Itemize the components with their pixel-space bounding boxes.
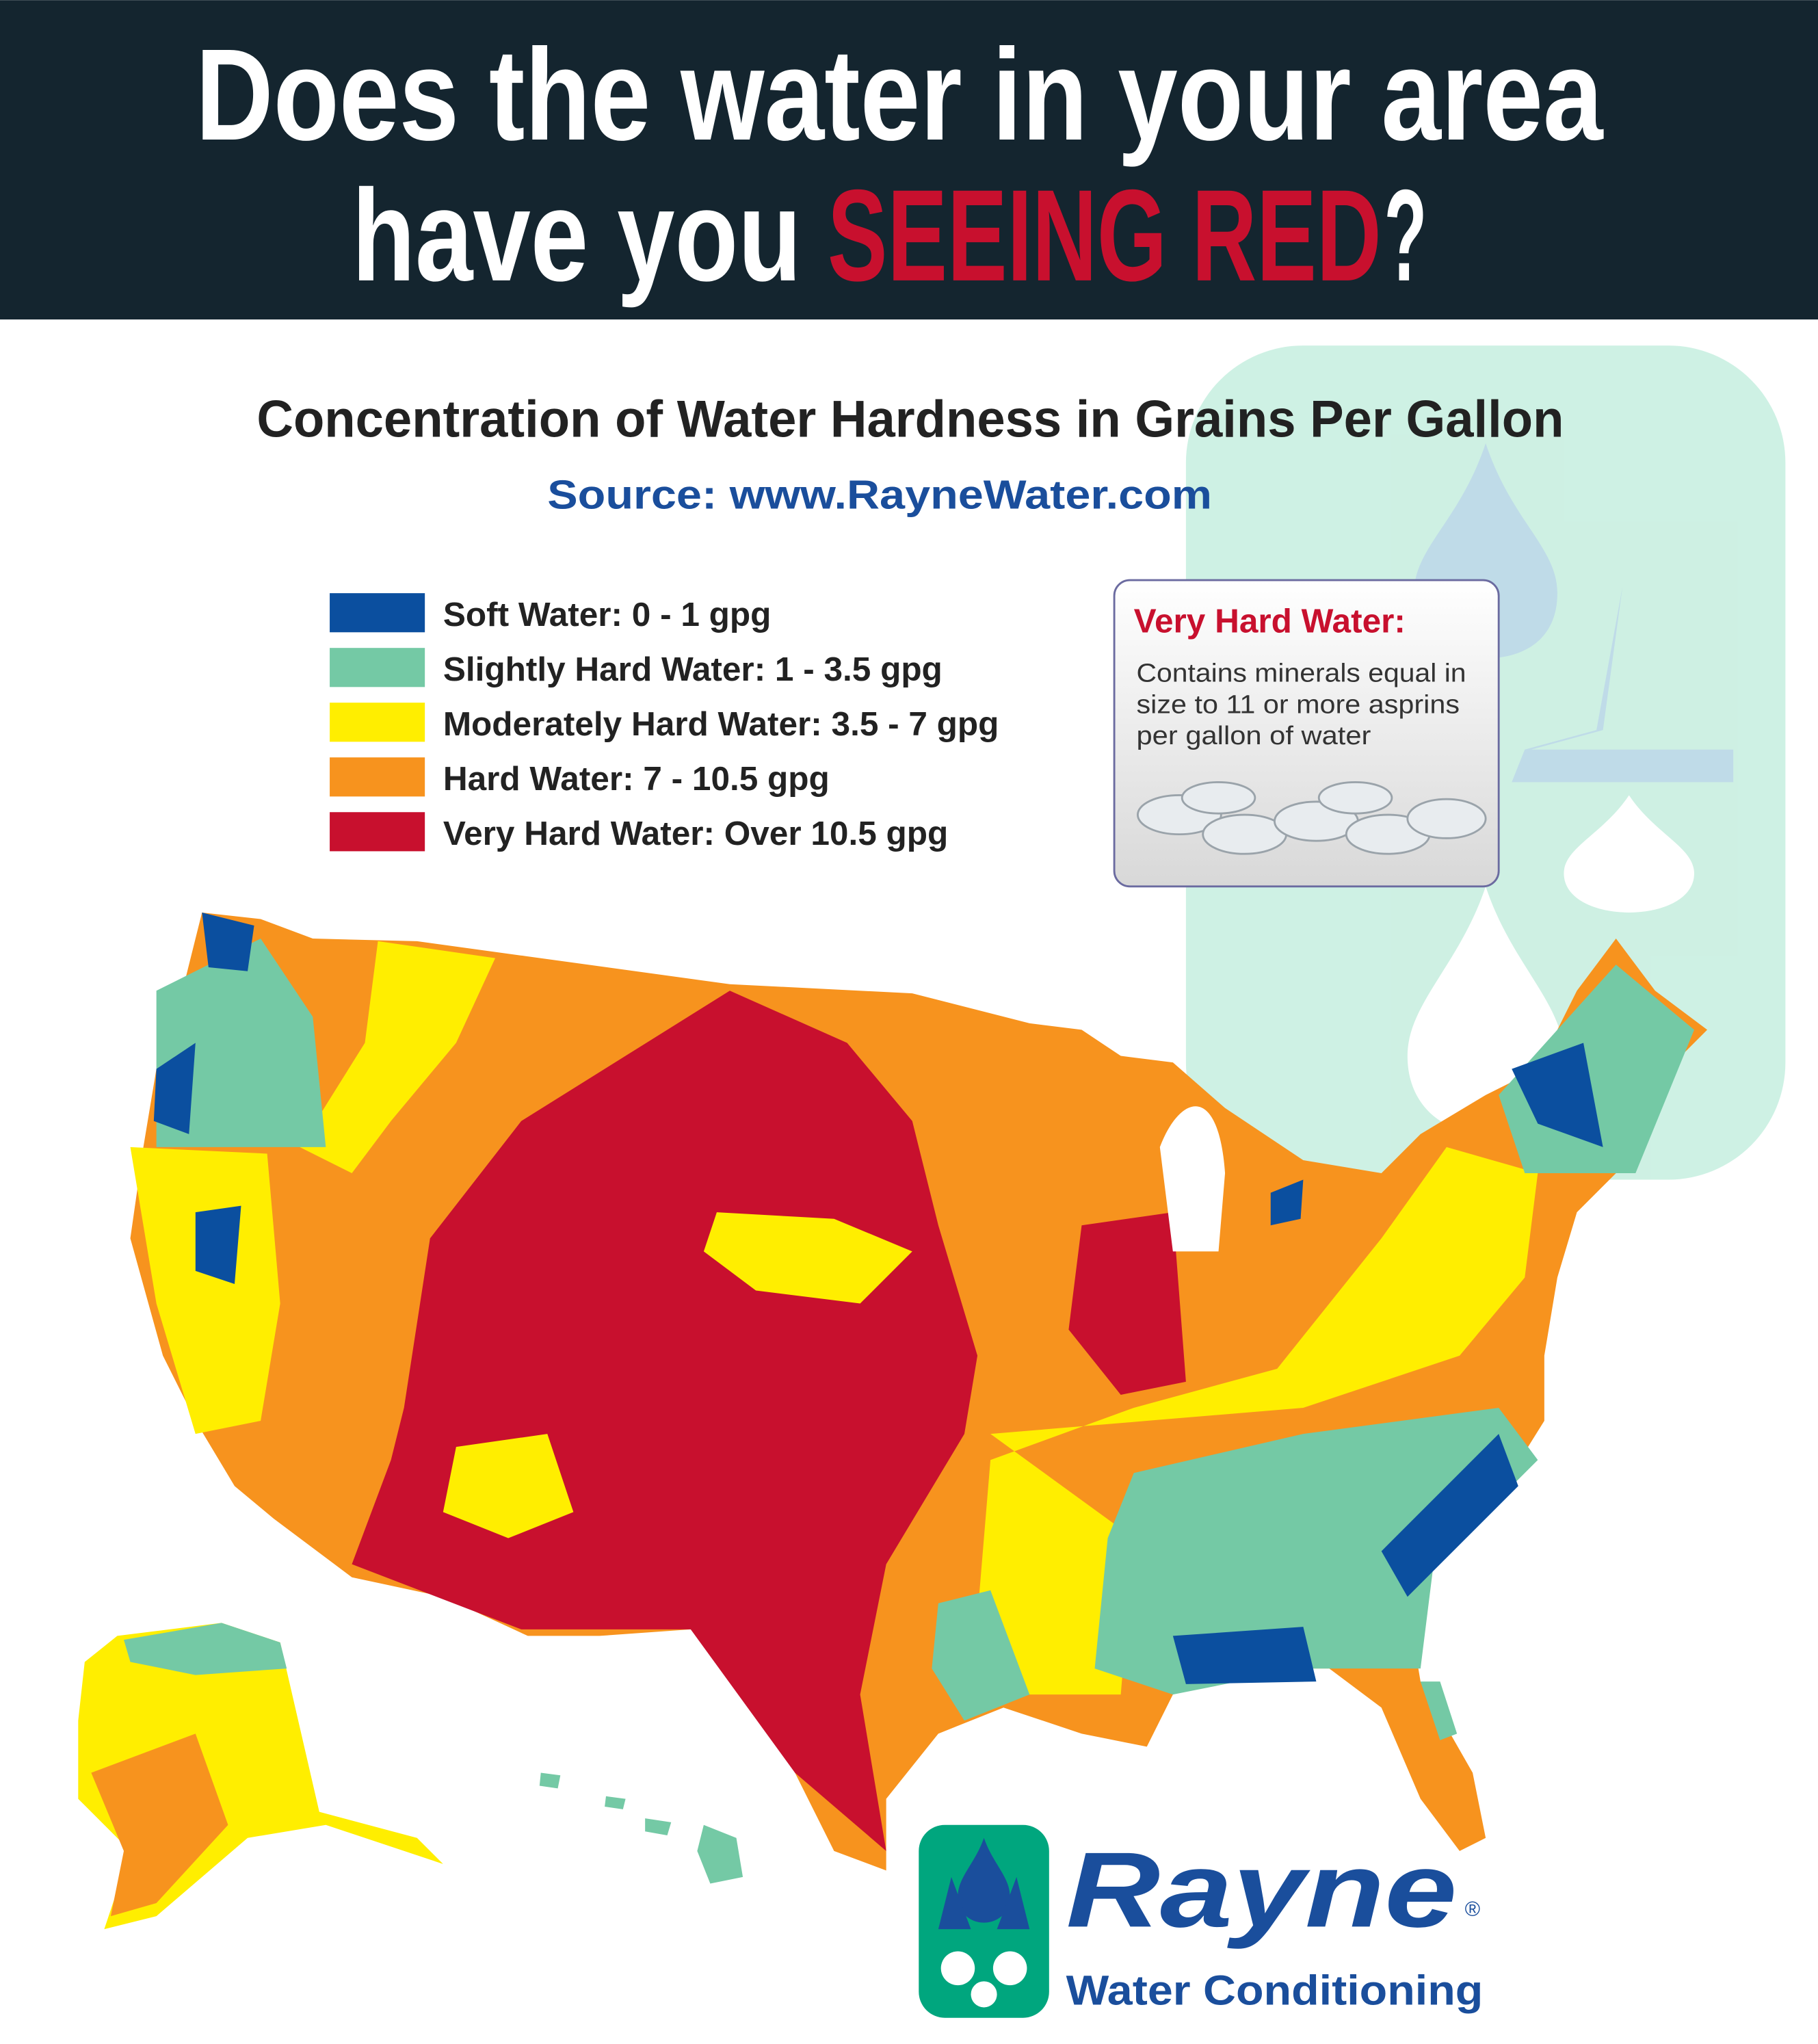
- hardness-region: [443, 1434, 574, 1538]
- legend-label: Slightly Hard Water: 1 - 3.5 gpg: [443, 651, 943, 688]
- us-map: [130, 912, 1708, 1871]
- callout-text: Contains minerals equal in: [1136, 659, 1466, 688]
- hardness-region: [1381, 1434, 1518, 1597]
- callout-title: Very Hard Water:: [1134, 602, 1406, 640]
- hardness-region: [703, 1212, 912, 1304]
- logo: Rayne ® Water Conditioning: [919, 1824, 1484, 2018]
- hardness-region: [300, 941, 496, 1174]
- hardness-region: [539, 1772, 561, 1789]
- pills: [1136, 781, 1487, 855]
- logo-mark: ®: [1465, 1898, 1480, 1921]
- subtitle: Concentration of Water Hardness in Grain…: [256, 390, 1564, 448]
- legend-swatch: [330, 648, 425, 687]
- hardness-region: [1068, 1212, 1186, 1395]
- callout-text: size to 11 or more asprins: [1136, 690, 1460, 719]
- alaska: [78, 1623, 443, 1930]
- hardness-region: [1172, 1627, 1317, 1684]
- title-line: Does the water in your area: [196, 23, 1604, 168]
- legend-swatch: [330, 812, 425, 852]
- callout-text: per gallon of water: [1136, 722, 1371, 750]
- logo-name: Rayne: [1066, 1831, 1458, 1950]
- legend-swatch: [330, 593, 425, 633]
- legend-label: Very Hard Water: Over 10.5 gpg: [443, 815, 948, 852]
- hawaii: [539, 1772, 743, 1884]
- title-line: have you: [352, 163, 801, 309]
- legend-swatch: [330, 757, 425, 797]
- logo-tagline: Water Conditioning: [1066, 1967, 1484, 2014]
- legend-label: Moderately Hard Water: 3.5 - 7 gpg: [443, 705, 999, 743]
- hardness-region: [124, 1623, 287, 1675]
- title-line: ?: [1384, 163, 1427, 309]
- hardness-region: [697, 1824, 743, 1884]
- hardness-region: [645, 1818, 672, 1835]
- legend: Soft Water: 0 - 1 gpg Slightly Hard Water…: [330, 593, 999, 852]
- source: Source: www.RayneWater.com: [547, 472, 1212, 517]
- hardness-region: [195, 1205, 241, 1284]
- hardness-region: [1270, 1179, 1304, 1226]
- hardness-region: [91, 1733, 228, 1917]
- title-highlight: SEEING RED: [828, 163, 1382, 309]
- hardness-region: [202, 912, 254, 971]
- legend-label: Soft Water: 0 - 1 gpg: [443, 596, 772, 633]
- hardness-region: [130, 1147, 280, 1434]
- hardness-region: [605, 1796, 626, 1809]
- legend-swatch: [330, 703, 425, 742]
- hardness-region: [352, 991, 978, 1851]
- hardness-region: [1512, 1043, 1603, 1147]
- hardness-region: [1420, 1681, 1458, 1740]
- hardness-region: [153, 1043, 196, 1134]
- header-band: [0, 0, 1818, 320]
- legend-label: Hard Water: 7 - 10.5 gpg: [443, 760, 830, 798]
- hardness-region: [156, 939, 326, 1147]
- callout: Very Hard Water: Contains minerals equal…: [1113, 579, 1500, 888]
- hardness-region: [1094, 1407, 1538, 1695]
- hardness-region: [932, 1590, 1030, 1721]
